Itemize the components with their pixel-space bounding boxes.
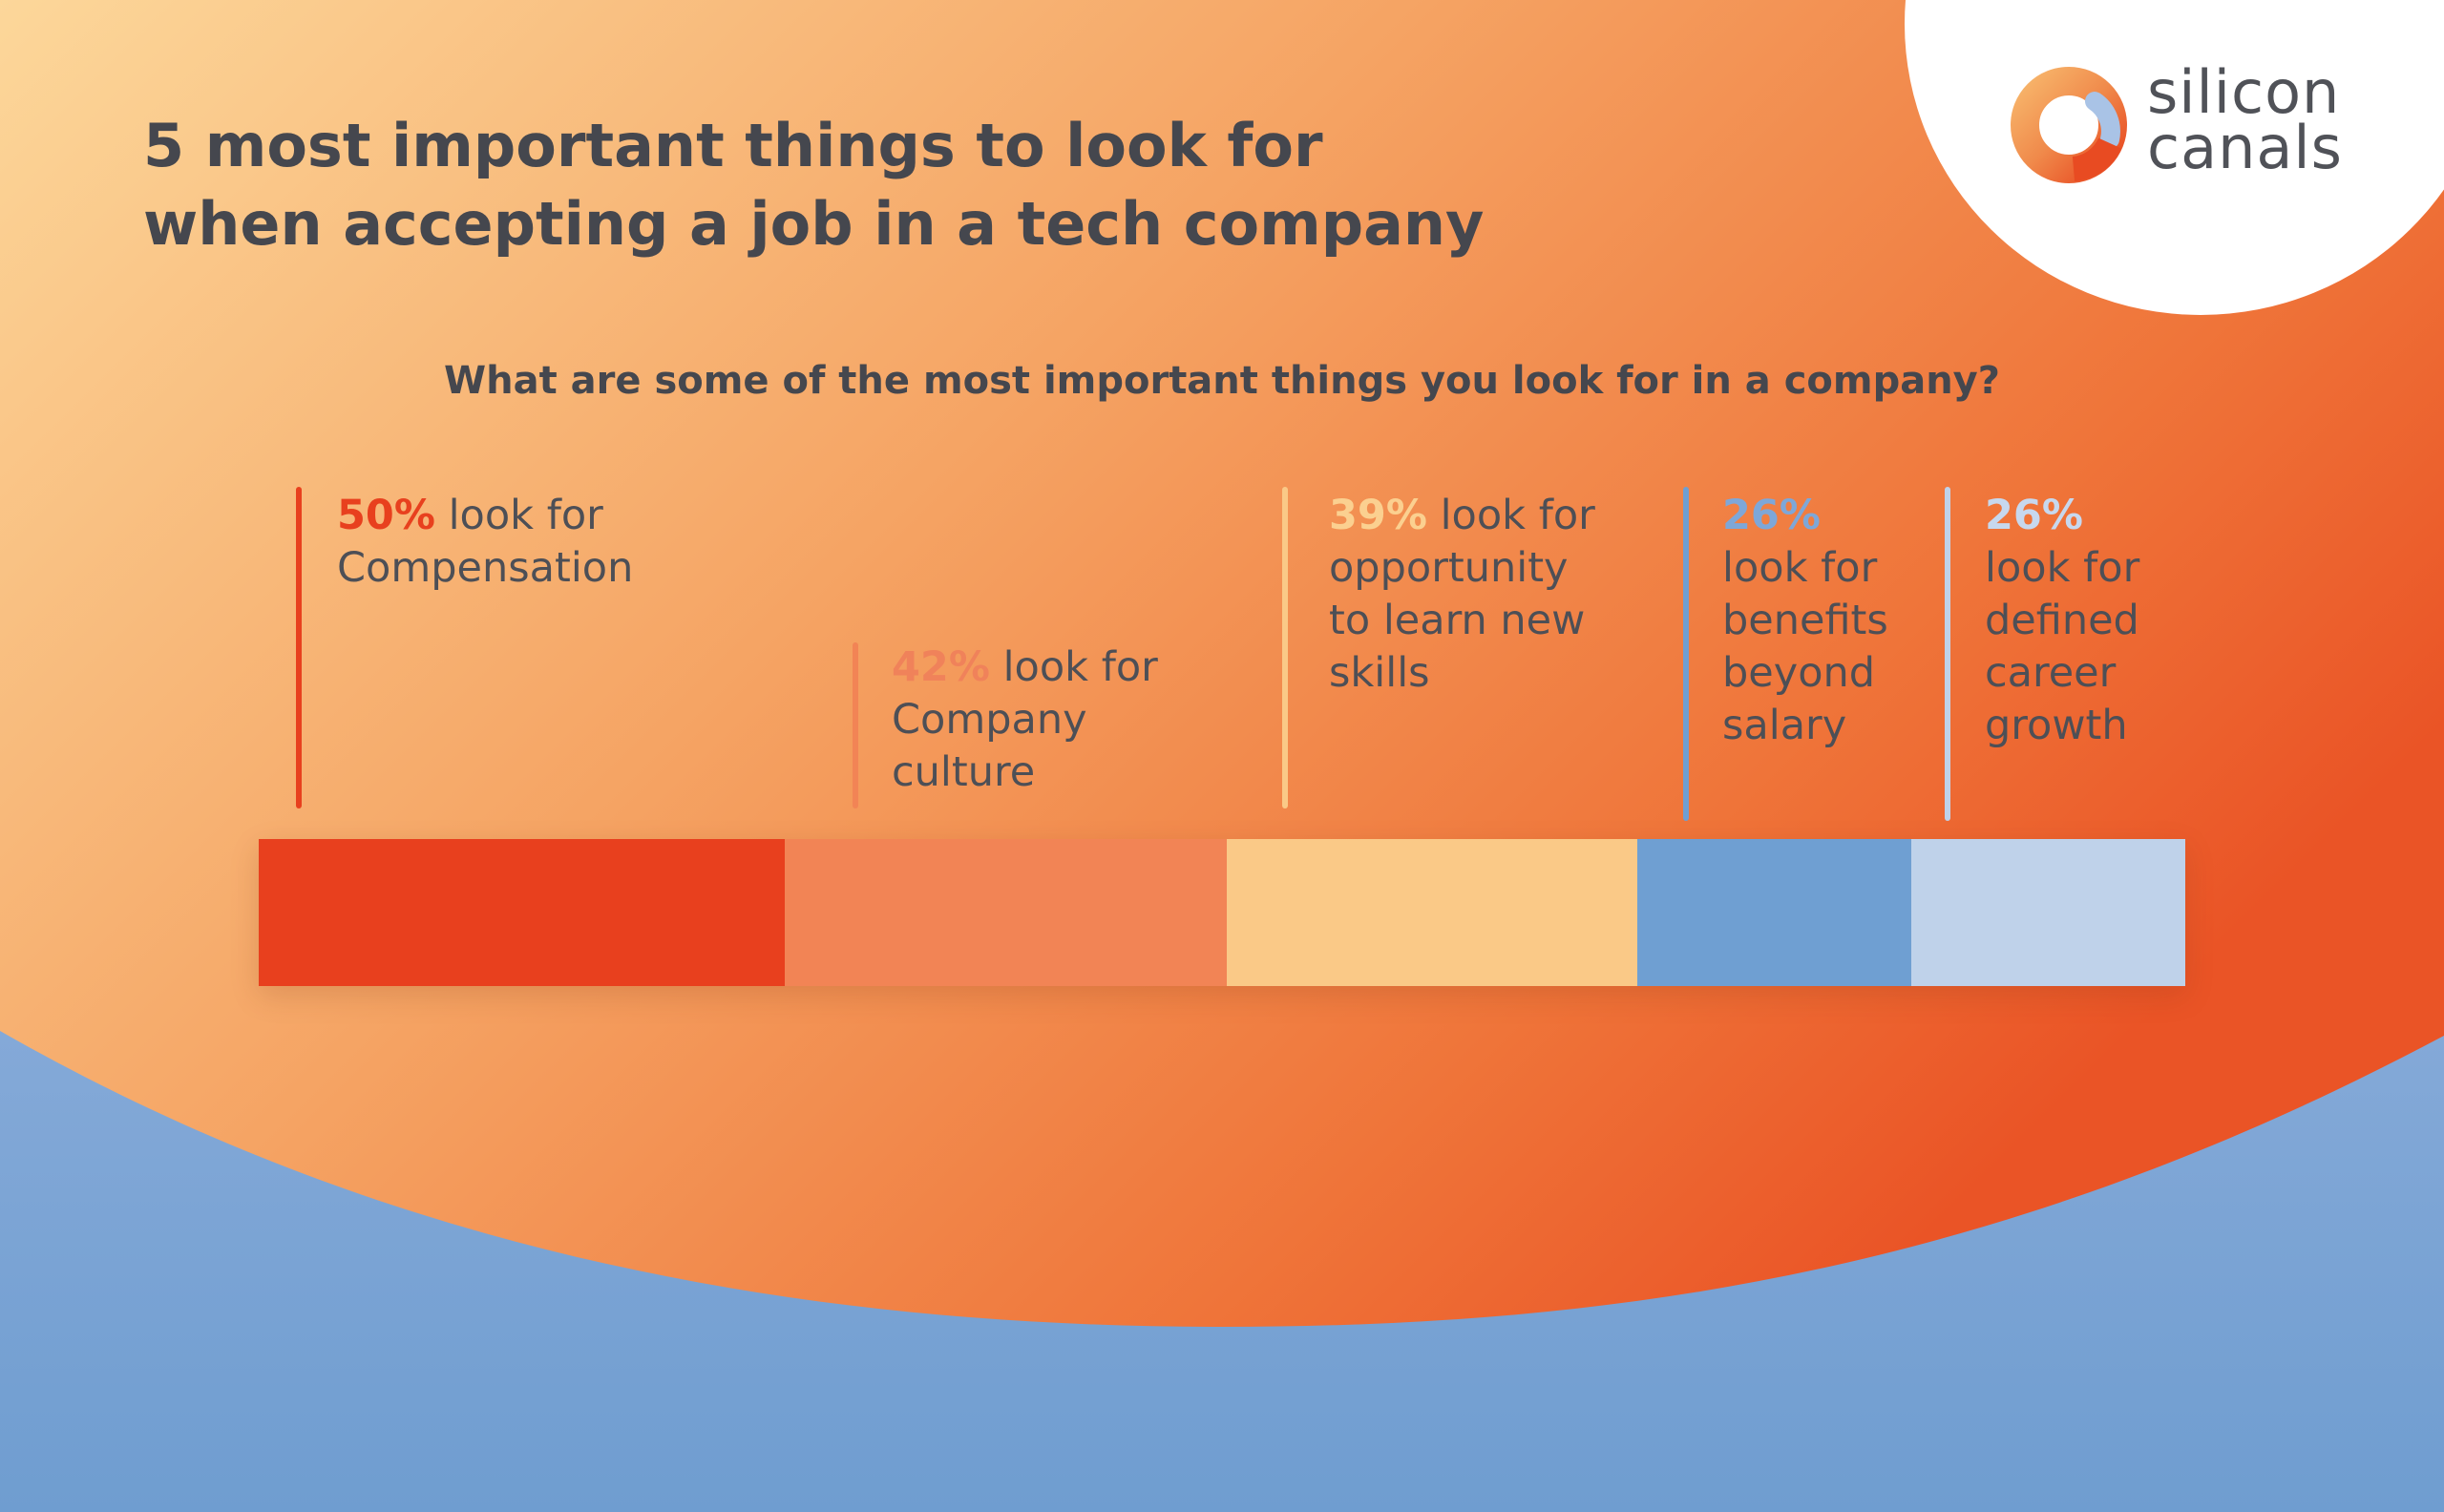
annotation-benefits: 26% look for benefits beyond salary xyxy=(1722,490,1888,752)
title-line-2: when accepting a job in a tech company xyxy=(143,189,1485,259)
annotation-skills: 39% look for opportunity to learn new sk… xyxy=(1329,490,1595,700)
percentage-label: 26% xyxy=(1985,492,2083,539)
logo-word-silicon: silicon xyxy=(2147,57,2341,127)
percentage-label: 26% xyxy=(1722,492,1821,539)
annotation-career: 26% look for defined career growth xyxy=(1985,490,2139,752)
category-label: look for defined career growth xyxy=(1985,544,2140,749)
annotation-line-culture xyxy=(853,642,858,808)
annotation-line-compensation xyxy=(296,487,302,808)
annotation-culture: 42% look for Company culture xyxy=(892,641,1158,799)
title-line-1: 5 most important things to look for xyxy=(143,111,1323,180)
annotation-line-benefits xyxy=(1683,487,1689,821)
category-label: look for benefits beyond salary xyxy=(1722,544,1888,749)
bar-segment-culture xyxy=(785,839,1227,986)
annotation-line-skills xyxy=(1282,487,1288,808)
page-title: 5 most important things to look for when… xyxy=(143,107,1766,263)
silicon-canals-logo[interactable]: silicon canals xyxy=(2007,59,2408,193)
bar-segment-skills xyxy=(1227,839,1637,986)
category-label: look for Compensation xyxy=(337,492,634,592)
stacked-bar xyxy=(259,839,2185,986)
logo-word-canals: canals xyxy=(2147,113,2343,182)
bar-segment-career xyxy=(1911,839,2185,986)
annotation-compensation: 50% look for Compensation xyxy=(337,490,633,595)
percentage-label: 39% xyxy=(1329,492,1427,539)
percentage-label: 50% xyxy=(337,492,435,539)
category-label: look for Company culture xyxy=(892,643,1158,796)
category-label: look for opportunity to learn new skills xyxy=(1329,492,1595,697)
logo-ring-icon xyxy=(2011,67,2127,183)
bar-segment-benefits xyxy=(1637,839,1911,986)
bar-segment-compensation xyxy=(259,839,785,986)
percentage-label: 42% xyxy=(892,643,990,691)
survey-question: What are some of the most important thin… xyxy=(444,359,2000,403)
annotation-line-career xyxy=(1945,487,1950,821)
